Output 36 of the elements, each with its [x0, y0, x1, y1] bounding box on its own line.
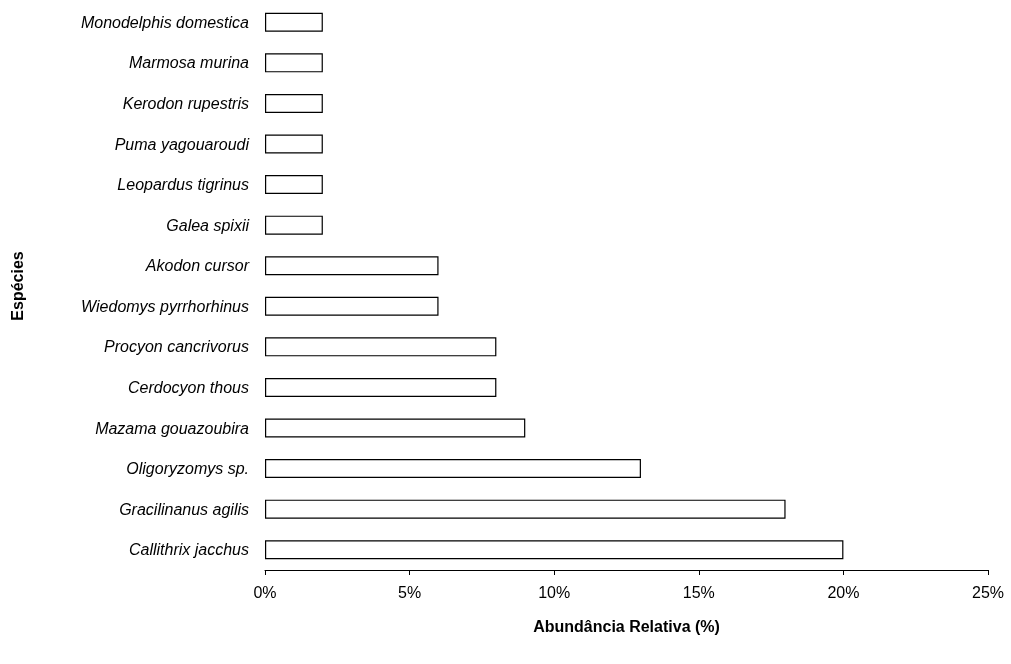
- y-tick-label: Leopardus tigrinus: [117, 176, 249, 194]
- y-tick-label: Cerdocyon thous: [128, 378, 249, 396]
- y-tick-label: Mazama gouazoubira: [95, 419, 250, 437]
- y-tick-label: Kerodon rupestris: [122, 94, 249, 112]
- x-tick-label: 10%: [538, 583, 571, 601]
- x-tick-label: 15%: [682, 583, 715, 601]
- x-tick-label: 20%: [827, 583, 860, 601]
- y-tick-label: Monodelphis domestica: [80, 13, 250, 31]
- bar: [265, 256, 439, 276]
- y-tick-label: Oligoryzomys sp.: [126, 460, 249, 478]
- y-tick-label: Gracilinanus agilis: [119, 500, 249, 518]
- bar: [265, 418, 526, 438]
- bar: [265, 377, 497, 397]
- y-tick-label: Wiedomys pyrrhorhinus: [81, 297, 249, 315]
- bar: [265, 459, 641, 479]
- y-tick-label: Akodon cursor: [144, 257, 250, 275]
- bar: [265, 134, 323, 154]
- bar: [265, 93, 323, 113]
- bar: [265, 296, 439, 316]
- y-tick-label: Procyon cancrivorus: [104, 338, 249, 356]
- x-tick-label: 0%: [253, 583, 277, 601]
- y-tick-label: Callithrix jacchus: [128, 541, 249, 559]
- bar: [265, 540, 844, 560]
- y-tick-label: Puma yagouaroudi: [114, 135, 250, 153]
- bar: [265, 215, 323, 235]
- bar: [265, 12, 323, 32]
- y-tick-label: Marmosa murina: [128, 54, 250, 72]
- x-tick-label: 5%: [398, 583, 422, 601]
- bar: [265, 175, 323, 195]
- bar: [265, 53, 323, 73]
- bar: [265, 337, 497, 357]
- y-axis-title: Espécies: [8, 251, 26, 321]
- x-axis-title: Abundância Relativa (%): [533, 617, 720, 635]
- bar: [265, 499, 786, 519]
- y-tick-label: Galea spixii: [166, 216, 250, 234]
- x-tick-label: 25%: [971, 583, 1005, 601]
